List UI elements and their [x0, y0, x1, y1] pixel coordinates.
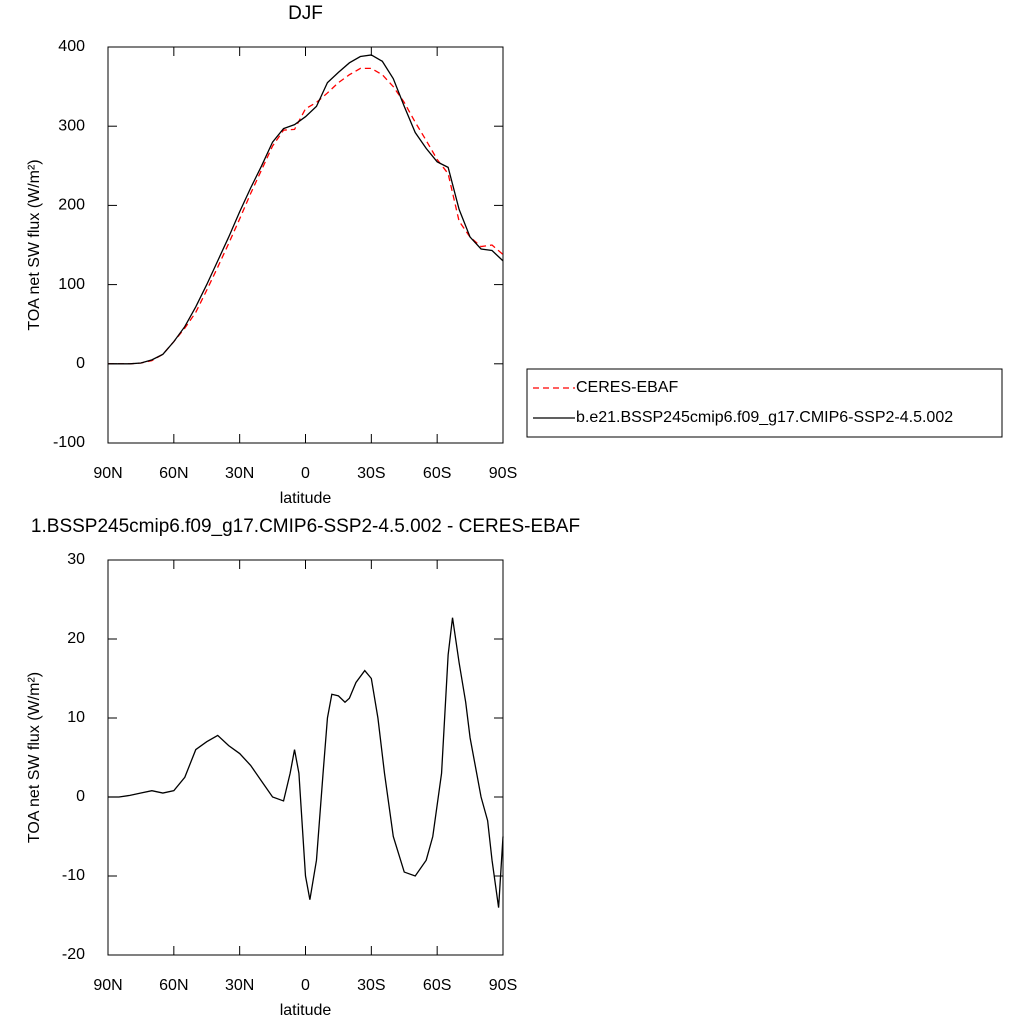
legend-label: b.e21.BSSP245cmip6.f09_g17.CMIP6-SSP2-4.…	[576, 409, 953, 426]
x-tick-label: 60S	[423, 977, 451, 994]
y-tick-label: -100	[53, 434, 85, 451]
y-tick-label: 400	[58, 38, 85, 55]
y-tick-label: 0	[76, 788, 85, 805]
x-tick-label: 60N	[159, 465, 188, 482]
chart-title: DJF	[288, 3, 323, 24]
series-line	[108, 54, 504, 365]
plot-frame	[107, 46, 504, 444]
x-tick-label: 30S	[357, 465, 385, 482]
legend-box	[526, 368, 1003, 438]
x-tick-label: 90N	[93, 977, 122, 994]
x-tick-label: 60N	[159, 977, 188, 994]
y-tick-label: -20	[62, 946, 85, 963]
series-line	[108, 67, 504, 365]
y-tick-label: 200	[58, 197, 85, 214]
x-tick-label: 30N	[225, 977, 254, 994]
x-tick-label: 30N	[225, 465, 254, 482]
chart-title: 1.BSSP245cmip6.f09_g17.CMIP6-SSP2-4.5.00…	[31, 516, 580, 537]
x-tick-label: 90N	[93, 465, 122, 482]
x-tick-label: 60S	[423, 465, 451, 482]
y-tick-label: 30	[67, 551, 85, 568]
x-tick-label: 0	[301, 465, 310, 482]
y-tick-label: 300	[58, 117, 85, 134]
x-axis-label: latitude	[280, 1002, 332, 1019]
series-line	[108, 617, 504, 908]
y-tick-label: 20	[67, 630, 85, 647]
plot-frame	[107, 559, 504, 956]
y-tick-label: -10	[62, 867, 85, 884]
x-tick-label: 30S	[357, 977, 385, 994]
y-axis-label: TOA net SW flux (W/m²)	[26, 672, 43, 843]
x-axis-label: latitude	[280, 490, 332, 507]
x-tick-label: 90S	[489, 465, 517, 482]
y-tick-label: 0	[76, 355, 85, 372]
y-tick-label: 100	[58, 276, 85, 293]
x-tick-label: 90S	[489, 977, 517, 994]
y-tick-label: 10	[67, 709, 85, 726]
y-axis-label: TOA net SW flux (W/m²)	[26, 159, 43, 330]
legend-label: CERES-EBAF	[576, 379, 678, 396]
x-tick-label: 0	[301, 977, 310, 994]
